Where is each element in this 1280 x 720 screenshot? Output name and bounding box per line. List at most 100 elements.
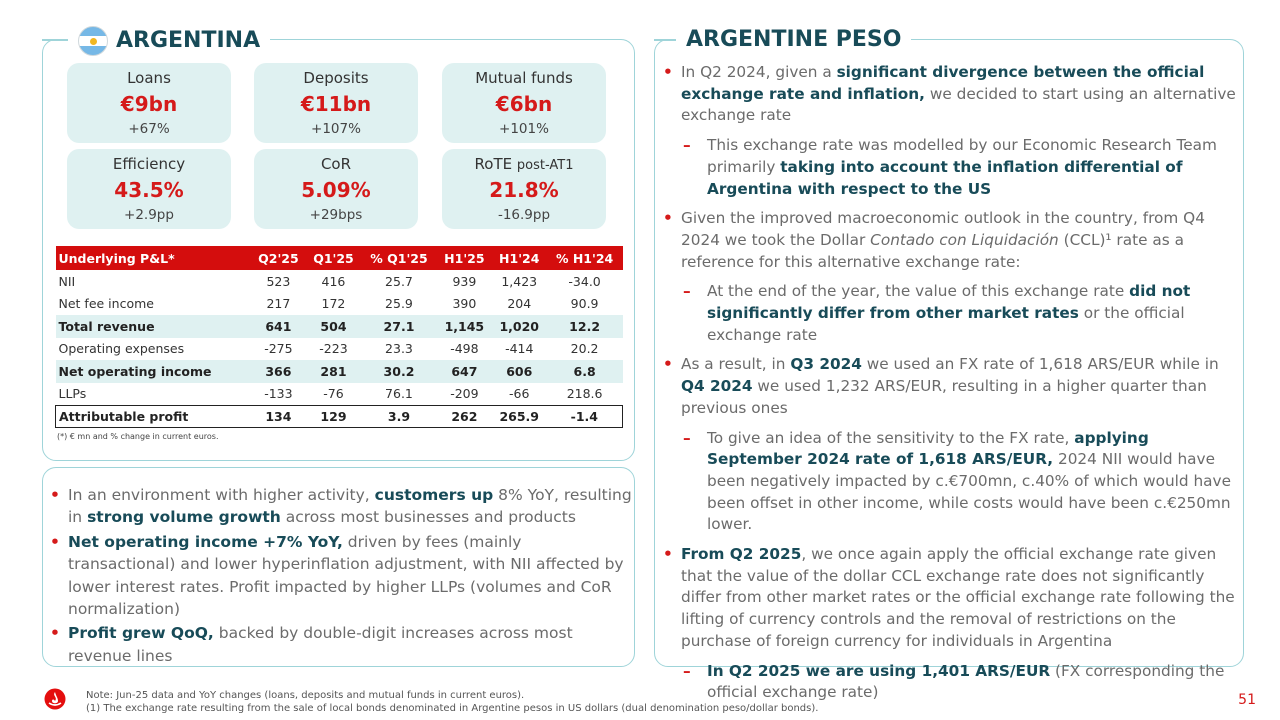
kpi-label: Deposits bbox=[303, 69, 369, 87]
bullet-text-run: or the official exchange rate bbox=[707, 304, 1185, 344]
table-cell: 90.9 bbox=[570, 296, 599, 312]
bullet-item: In an environment with higher activity, … bbox=[48, 484, 633, 529]
sub-bullet-item: In Q2 2025 we are using 1,401 ARS/EUR (F… bbox=[661, 661, 1236, 704]
table-cell: 218.6 bbox=[566, 386, 603, 401]
argentina-title-text: ARGENTINA bbox=[116, 28, 261, 53]
table-cell: Operating expenses bbox=[58, 341, 185, 357]
bullet-text-run: strong volume growth bbox=[87, 508, 281, 527]
bullet-text-run: Q3 2024 bbox=[790, 355, 862, 374]
table-cell: 3.9 bbox=[361, 404, 437, 428]
bullet-text-run: we used 1,232 ARS/EUR, resulting in a hi… bbox=[681, 377, 1207, 417]
bullet-text-run: From Q2 2025 bbox=[681, 545, 802, 564]
table-header-cell: % H1'24 bbox=[546, 246, 623, 270]
table-cell: -66 bbox=[509, 386, 530, 401]
kpi-change: +101% bbox=[499, 121, 549, 137]
table-cell: -76 bbox=[323, 386, 344, 401]
table-header-cell: Underlying P&L* bbox=[55, 246, 251, 270]
bullet-text-run: Profit grew QoQ, bbox=[68, 624, 214, 643]
santander-flame-logo bbox=[44, 688, 66, 710]
kpi-value: 43.5% bbox=[114, 178, 184, 202]
table-cell: NII bbox=[58, 273, 76, 289]
kpi-change: -16.9pp bbox=[497, 207, 551, 223]
table-cell: -34.0 bbox=[568, 273, 601, 289]
bullet-text-run: customers up bbox=[374, 486, 494, 504]
table-row: Operating expenses -275 -223 23.3 -498 -414 20… bbox=[56, 338, 623, 361]
table-cell: 939 bbox=[452, 273, 477, 289]
argentina-kpi-panel bbox=[42, 39, 635, 461]
table-cell: 6.8 bbox=[546, 360, 623, 383]
table-cell: 262 bbox=[436, 404, 492, 428]
sub-bullet-item: To give an idea of the sensitivity to th… bbox=[661, 428, 1236, 537]
bullet-text-run: At the end of the year, the value of thi… bbox=[707, 282, 1130, 301]
table-cell: Net operating income bbox=[55, 360, 251, 383]
kpi-deposits: Deposits €11bn +107% bbox=[254, 63, 418, 143]
table-cell: 647 bbox=[436, 360, 492, 383]
bullet-text-run: Net operating income +7% YoY, bbox=[68, 532, 343, 551]
bullet-item: From Q2 2025, we once again apply the of… bbox=[661, 544, 1236, 653]
table-cell: 25.7 bbox=[385, 273, 413, 289]
bullet-item: Given the improved macroeconomic outlook… bbox=[661, 208, 1236, 273]
table-row: Net operating income 366 281 30.2 647 606 6.8 bbox=[55, 360, 623, 383]
kpi-change: +2.9pp bbox=[124, 207, 174, 223]
table-cell: 366 bbox=[250, 360, 306, 383]
table-cell: 606 bbox=[491, 360, 547, 383]
bullet-text-run: applying September 2024 rate of 1,618 AR… bbox=[707, 428, 1149, 469]
kpi-label: Loans bbox=[127, 69, 171, 87]
table-cell: Net fee income bbox=[58, 296, 154, 312]
kpi-label: Mutual funds bbox=[475, 69, 573, 87]
kpi-change: +67% bbox=[128, 121, 170, 137]
table-cell: 172 bbox=[321, 296, 346, 312]
table-row: Net fee income 217 172 25.9 390 204 90.9 bbox=[56, 293, 623, 316]
kpi-label: Efficiency bbox=[112, 155, 186, 173]
bullet-text-run: driven by fees (mainly transactional) an… bbox=[68, 532, 624, 619]
kpi-value: €11bn bbox=[300, 92, 372, 116]
bullet-text-run: we decided to start using an alternative… bbox=[681, 84, 1236, 125]
table-row: Total revenue 641 504 27.1 1,145 1,020 12.2 bbox=[55, 315, 623, 338]
kpi-cor: CoR 5.09% +29bps bbox=[254, 149, 418, 229]
bullet-text-run: did not significantly differ from other … bbox=[707, 282, 1191, 323]
table-cell: 27.1 bbox=[361, 315, 437, 338]
table-cell: 641 bbox=[250, 315, 306, 338]
bullet-text-run: backed by double-digit increases across … bbox=[68, 624, 573, 665]
argentina-highlights-list: In an environment with higher activity, … bbox=[48, 484, 633, 669]
bullet-text-run: 8% YoY, resulting in bbox=[68, 486, 632, 527]
footnotes: Note: Jun-25 data and YoY changes (loans… bbox=[86, 689, 818, 715]
bullet-text-run: 2024 NII would have been negatively impa… bbox=[707, 450, 1232, 534]
bullet-text-run: taking into account the inflation differ… bbox=[707, 157, 1183, 198]
table-cell: -223 bbox=[319, 341, 348, 357]
bullet-text-run: In an environment with higher activity, bbox=[68, 486, 375, 504]
footnote-note: Note: Jun-25 data and YoY changes (loans… bbox=[86, 690, 525, 701]
kpi-efficiency: Efficiency 43.5% +2.9pp bbox=[67, 149, 231, 229]
kpi-mutual-funds: Mutual funds €6bn +101% bbox=[442, 63, 606, 143]
table-body: NII 523 416 25.7 939 1,423 -34.0 Net fee income… bbox=[54, 270, 623, 428]
kpi-label: CoR bbox=[320, 155, 352, 173]
table-cell: 1,423 bbox=[501, 273, 538, 289]
table-cell: LLPs bbox=[58, 386, 87, 401]
title-rule-left bbox=[42, 39, 72, 41]
table-cell: 12.2 bbox=[546, 315, 623, 338]
table-cell: 23.3 bbox=[385, 341, 413, 357]
kpi-change: +107% bbox=[311, 121, 361, 137]
underlying-pl-table: Underlying P&L* Q2'25 Q1'25% Q1'25 H1'25 H1'… bbox=[54, 246, 623, 428]
table-row: LLPs -133 -76 76.1 -209 -66 218.6 bbox=[56, 383, 623, 406]
table-cell: 265.9 bbox=[491, 404, 547, 428]
table-header-cell: Q1'25 bbox=[305, 246, 361, 270]
table-cell: 134 bbox=[250, 404, 306, 428]
table-cell: -1.4 bbox=[546, 404, 623, 428]
table-cell: 416 bbox=[321, 273, 346, 289]
kpi-value: €9bn bbox=[120, 92, 178, 116]
kpi-label-main: RoTE bbox=[474, 155, 513, 173]
table-header-cell: % Q1'25 bbox=[361, 246, 437, 270]
bullet-text-run: (FX corresponding the official exchange … bbox=[707, 661, 1225, 702]
page-number: 51 bbox=[1238, 692, 1256, 708]
table-cell: -133 bbox=[264, 386, 293, 401]
footnote-1: (1) The exchange rate resulting from the… bbox=[86, 703, 819, 714]
bullet-text-run: (CCL)¹ rate as a reference for this alte… bbox=[681, 230, 1184, 271]
table-cell: 217 bbox=[266, 296, 291, 312]
table-cell: 30.2 bbox=[361, 360, 437, 383]
kpi-label: RoTE post-AT1 bbox=[442, 155, 606, 173]
bullet-item: As a result, in Q3 2024 we used an FX ra… bbox=[661, 354, 1236, 419]
table-cell: 204 bbox=[507, 296, 532, 312]
table-cell: -498 bbox=[450, 341, 479, 357]
bullet-item: Net operating income +7% YoY, driven by … bbox=[48, 531, 633, 621]
